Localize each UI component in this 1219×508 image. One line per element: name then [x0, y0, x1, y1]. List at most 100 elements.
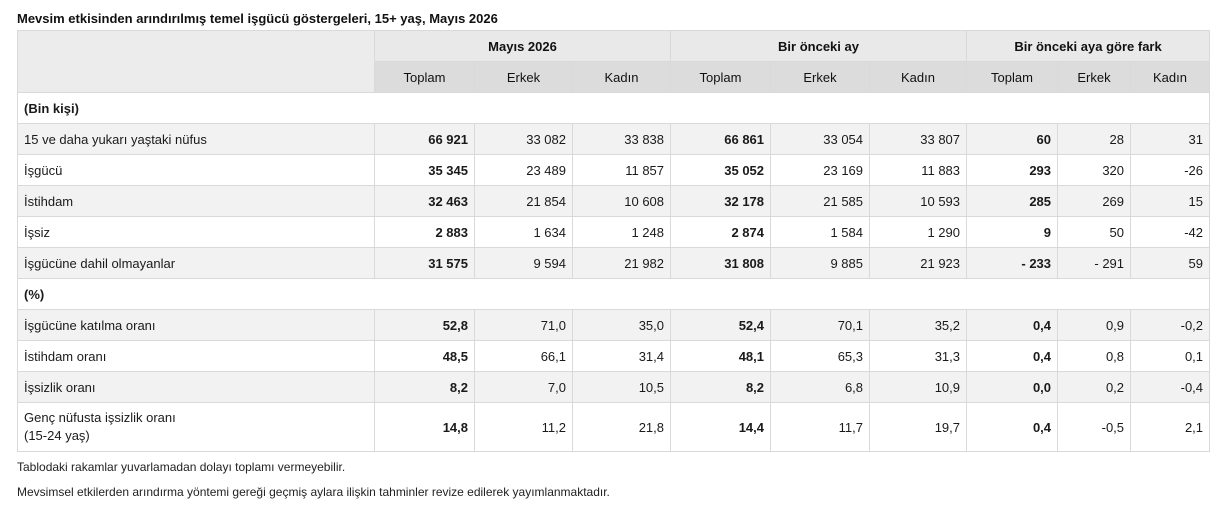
row-label: İstihdam oranı	[17, 340, 375, 372]
cell: 31	[1130, 123, 1211, 155]
cell: 32 178	[670, 185, 772, 217]
cell: 50	[1057, 216, 1132, 248]
cell: 31,3	[869, 340, 968, 372]
cell: 6,8	[770, 371, 871, 403]
cell: 21 923	[869, 247, 968, 279]
cell: 15	[1130, 185, 1211, 217]
cell: -42	[1130, 216, 1211, 248]
cell: 11,7	[770, 402, 871, 452]
cell: 31,4	[571, 340, 672, 372]
cell: 0,0	[966, 371, 1059, 403]
group-header-previous: Bir önceki ay	[670, 30, 968, 62]
cell: 10,9	[869, 371, 968, 403]
cell: 0,9	[1057, 309, 1132, 341]
cell: 28	[1057, 123, 1132, 155]
table-row: İşgücüne dahil olmayanlar 31 575 9 594 2…	[17, 247, 1211, 279]
cell: - 291	[1057, 247, 1132, 279]
cell: -0,5	[1057, 402, 1132, 452]
table-title: Mevsim etkisinden arındırılmış temel işg…	[17, 11, 498, 26]
cell: 23 169	[770, 154, 871, 186]
cell: -0,4	[1130, 371, 1211, 403]
row-label: İşgücüne katılma oranı	[17, 309, 375, 341]
row-label-line: (15-24 yaş)	[24, 428, 90, 443]
section-row-thousands: (Bin kişi)	[16, 92, 1211, 124]
cell: 66 921	[374, 123, 475, 155]
cell: 59	[1130, 247, 1211, 279]
cell: 10 608	[571, 185, 672, 217]
cell: 65,3	[770, 340, 871, 372]
cell: 31 575	[374, 247, 475, 279]
cell: - 233	[966, 247, 1059, 279]
subheader: Kadın	[869, 61, 968, 93]
section-label: (%)	[16, 278, 1211, 310]
cell: 9 594	[474, 247, 573, 279]
table-row: İstihdam oranı 48,5 66,1 31,4 48,1 65,3 …	[17, 340, 1211, 372]
cell: 21,8	[571, 402, 672, 452]
group-header-difference: Bir önceki aya göre fark	[966, 30, 1211, 62]
cell: 0,4	[966, 309, 1059, 341]
cell: 33 082	[474, 123, 573, 155]
cell: 293	[966, 154, 1059, 186]
cell: 33 054	[770, 123, 871, 155]
subheader-row: Toplam Erkek Kadın Toplam Erkek Kadın To…	[18, 61, 1211, 93]
cell: 0,4	[966, 340, 1059, 372]
subheader: Toplam	[966, 61, 1059, 93]
cell: 71,0	[474, 309, 573, 341]
cell: -0,2	[1130, 309, 1211, 341]
cell: 8,2	[670, 371, 772, 403]
cell: 33 807	[869, 123, 968, 155]
subheader: Kadın	[1130, 61, 1211, 93]
cell: 33 838	[571, 123, 672, 155]
cell: 48,5	[374, 340, 475, 372]
cell: 10 593	[869, 185, 968, 217]
header-corner	[17, 30, 375, 93]
subheader: Erkek	[770, 61, 871, 93]
cell: 2 883	[374, 216, 475, 248]
cell: 70,1	[770, 309, 871, 341]
row-label: İşsiz	[17, 216, 375, 248]
cell: 21 585	[770, 185, 871, 217]
table-row: İşgücü 35 345 23 489 11 857 35 052 23 16…	[17, 154, 1211, 186]
section-row-percent: (%)	[16, 278, 1211, 310]
cell: 9	[966, 216, 1059, 248]
cell: 35,2	[869, 309, 968, 341]
subheader: Kadın	[571, 61, 672, 93]
subheader: Erkek	[1057, 61, 1132, 93]
table-row: İşsiz 2 883 1 634 1 248 2 874 1 584 1 29…	[17, 216, 1211, 248]
table-row: İşgücüne katılma oranı 52,8 71,0 35,0 52…	[17, 309, 1211, 341]
cell: 1 634	[474, 216, 573, 248]
cell: 66,1	[474, 340, 573, 372]
subheader: Toplam	[374, 61, 475, 93]
cell: 0,4	[966, 402, 1059, 452]
cell: 1 584	[770, 216, 871, 248]
row-label-line: Genç nüfusta işsizlik oranı	[24, 410, 176, 425]
cell: 1 248	[571, 216, 672, 248]
cell: 1 290	[869, 216, 968, 248]
row-label: İşgücüne dahil olmayanlar	[17, 247, 375, 279]
cell: 19,7	[869, 402, 968, 452]
cell: 0,8	[1057, 340, 1132, 372]
cell: 35 052	[670, 154, 772, 186]
row-label: İşgücü	[17, 154, 375, 186]
cell: 7,0	[474, 371, 573, 403]
table-row: Genç nüfusta işsizlik oranı (15-24 yaş) 1…	[17, 402, 1211, 452]
cell: 32 463	[374, 185, 475, 217]
footnote-revision: Mevsimsel etkilerden arındırma yöntemi g…	[17, 485, 610, 499]
table-row: İşsizlik oranı 8,2 7,0 10,5 8,2 6,8 10,9…	[17, 371, 1211, 403]
cell: 60	[966, 123, 1059, 155]
cell: 11 883	[869, 154, 968, 186]
cell: 11,2	[474, 402, 573, 452]
cell: 0,1	[1130, 340, 1211, 372]
section-label: (Bin kişi)	[16, 92, 1211, 124]
cell: 66 861	[670, 123, 772, 155]
cell: 35 345	[374, 154, 475, 186]
cell: -26	[1130, 154, 1211, 186]
group-header-row: Mayıs 2026 Bir önceki ay Bir önceki aya …	[17, 30, 1211, 93]
cell: 8,2	[374, 371, 475, 403]
cell: 23 489	[474, 154, 573, 186]
subheader: Erkek	[474, 61, 573, 93]
cell: 31 808	[670, 247, 772, 279]
cell: 2 874	[670, 216, 772, 248]
cell: 14,4	[670, 402, 772, 452]
